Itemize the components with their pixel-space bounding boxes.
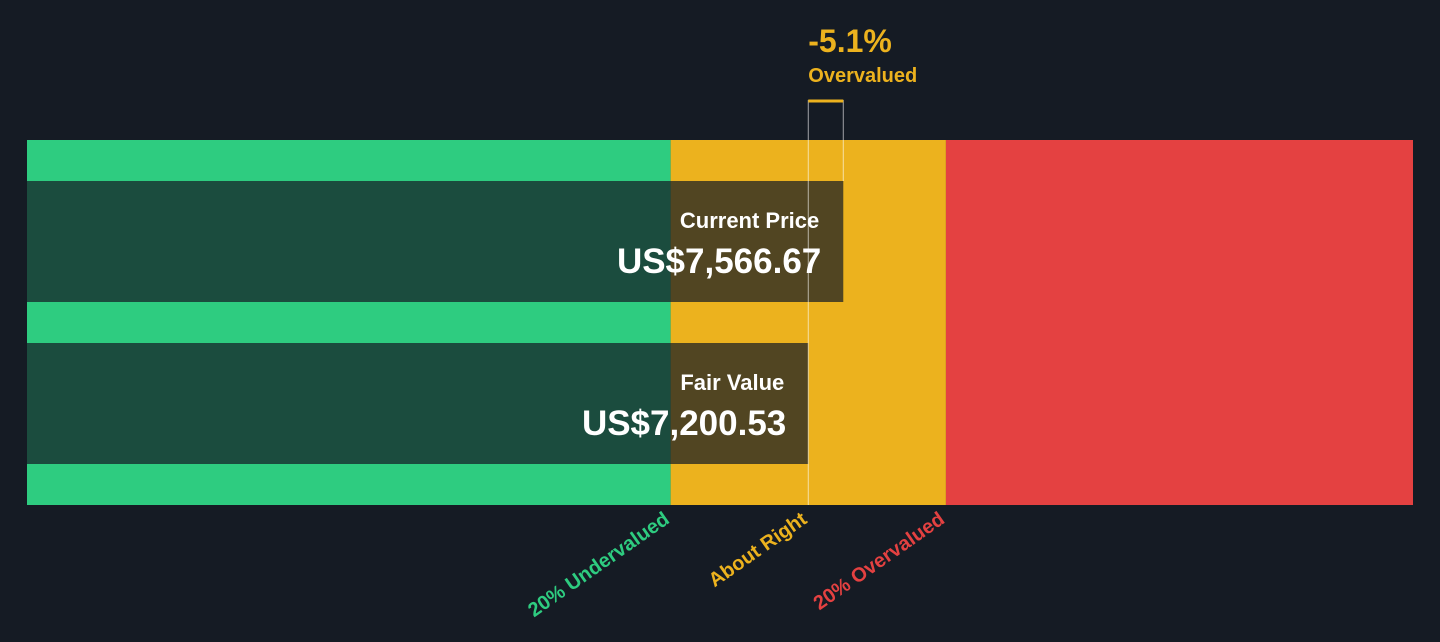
bar-category-label: Fair Value bbox=[680, 370, 784, 395]
bar bbox=[27, 181, 844, 302]
bar-value-label: US$7,200.53 bbox=[582, 404, 786, 443]
difference-caption: Overvalued bbox=[808, 65, 917, 87]
bar-category-label: Current Price bbox=[680, 208, 819, 233]
difference-label: -5.1% bbox=[808, 23, 892, 59]
bar bbox=[27, 343, 809, 464]
zone bbox=[945, 140, 1413, 505]
bar-value-label: US$7,566.67 bbox=[617, 242, 821, 281]
